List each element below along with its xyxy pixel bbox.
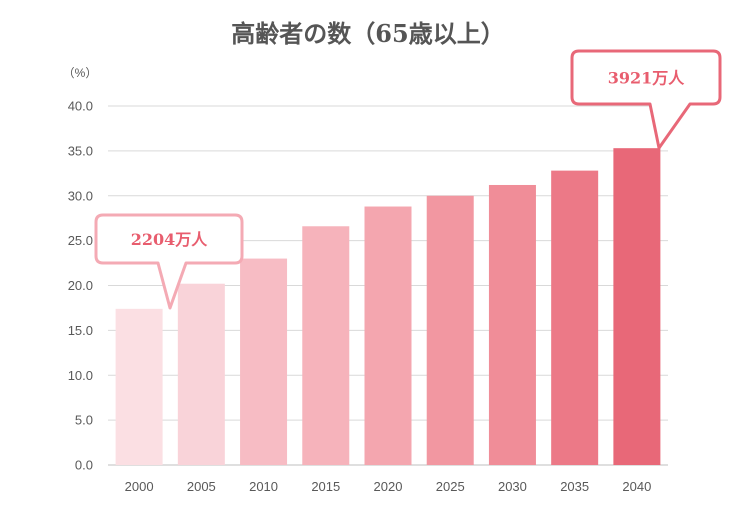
y-tick-label: 0.0 xyxy=(75,458,93,473)
bars xyxy=(115,148,661,466)
bar-2015 xyxy=(302,226,350,465)
x-tick-label: 2010 xyxy=(249,479,278,494)
bar-2040 xyxy=(613,148,661,465)
y-tick-label: 20.0 xyxy=(68,278,93,293)
callouts: 2204万人 3921万人 xyxy=(94,49,722,310)
callout-label-2000: 2204万人 xyxy=(131,230,209,249)
chart-title: 高齢者の数（65歳以上） xyxy=(231,19,504,48)
y-tick-label: 10.0 xyxy=(68,368,93,383)
callout-bubble-2040 xyxy=(570,49,722,150)
bar-2020 xyxy=(364,206,412,465)
bar-2005 xyxy=(177,283,225,465)
bar-2035 xyxy=(551,170,599,465)
bar-2025 xyxy=(426,195,474,465)
callout-label-2040: 3921万人 xyxy=(608,69,686,88)
bar-2030 xyxy=(488,184,536,466)
y-tick-label: 35.0 xyxy=(68,143,93,158)
y-tick-label: 40.0 xyxy=(68,99,93,114)
x-tick-label: 2020 xyxy=(374,479,403,494)
y-tick-label: 15.0 xyxy=(68,323,93,338)
x-tick-label: 2025 xyxy=(436,479,465,494)
bar-2010 xyxy=(240,258,288,465)
bar-2000 xyxy=(115,308,163,465)
y-tick-label: 30.0 xyxy=(68,188,93,203)
x-tick-label: 2005 xyxy=(187,479,216,494)
x-axis-ticks: 2000 2005 2010 2015 2020 2025 2030 2035 2040 xyxy=(125,479,652,494)
x-tick-label: 2040 xyxy=(622,479,651,494)
x-tick-label: 2015 xyxy=(311,479,340,494)
y-tick-label: 5.0 xyxy=(75,413,93,428)
x-tick-label: 2000 xyxy=(125,479,154,494)
y-tick-label: 25.0 xyxy=(68,233,93,248)
y-axis-unit-label: （%） xyxy=(63,66,98,80)
callout-bubble-2000 xyxy=(94,213,244,310)
x-tick-label: 2030 xyxy=(498,479,527,494)
x-tick-label: 2035 xyxy=(560,479,589,494)
y-axis-ticks: 0.0 5.0 10.0 15.0 20.0 25.0 30.0 35.0 40.0 xyxy=(68,99,93,473)
